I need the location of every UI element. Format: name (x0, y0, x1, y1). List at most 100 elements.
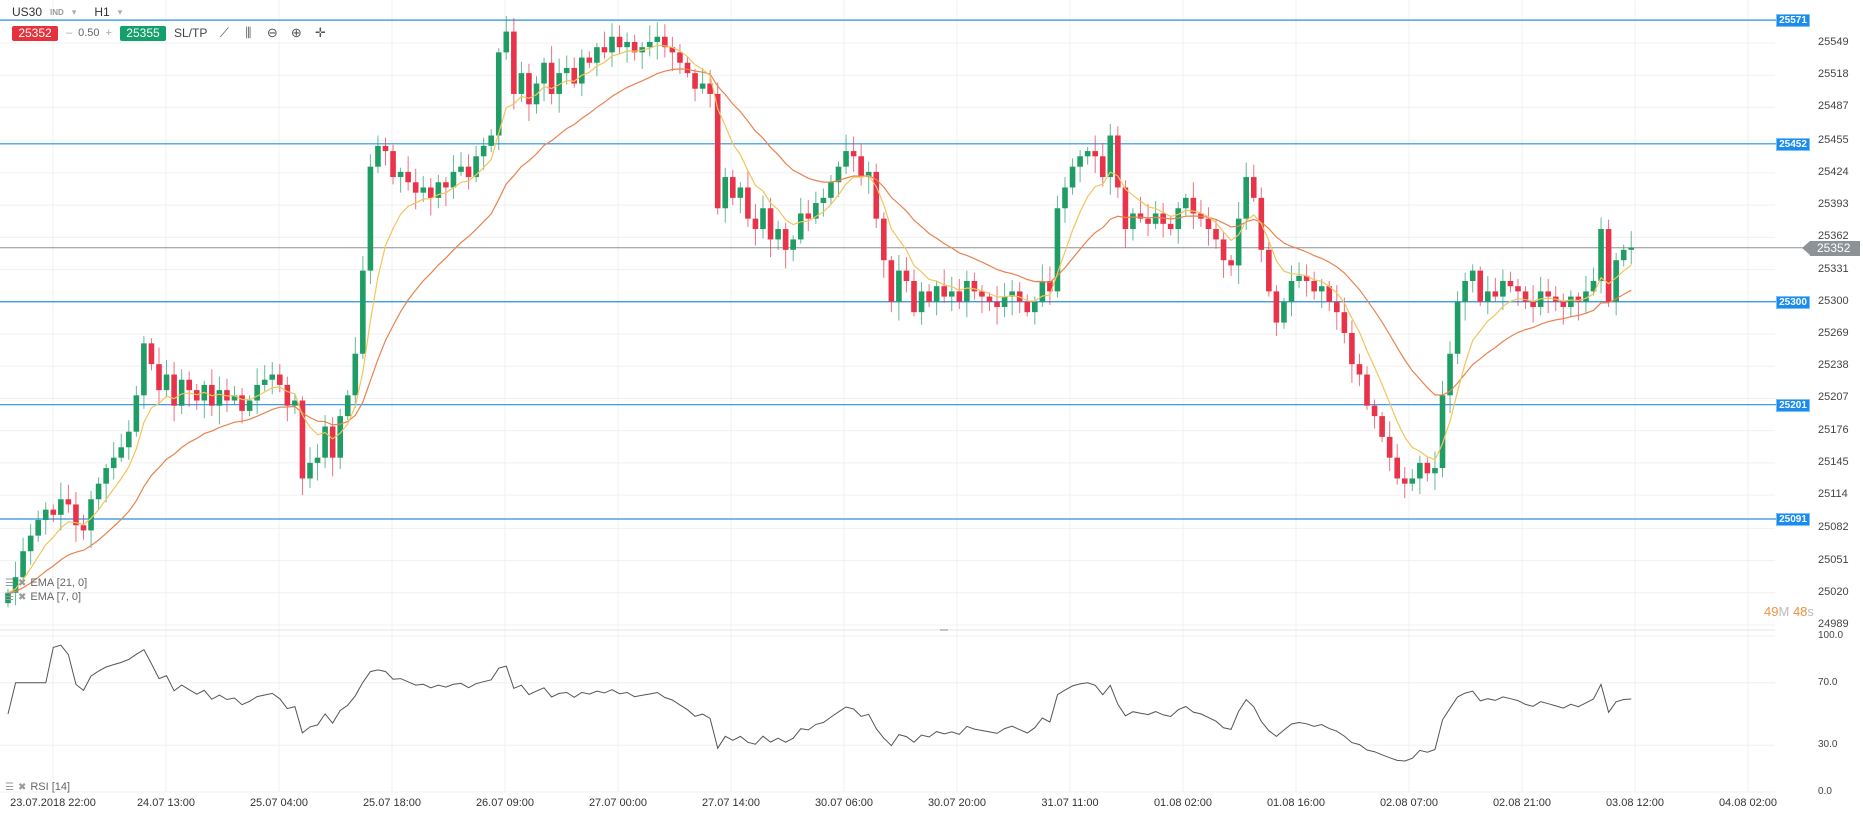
candle-body (745, 187, 751, 219)
candle (307, 447, 313, 488)
price-axis-label: 25362 (1818, 230, 1849, 243)
ema7-indicator-label[interactable]: ☰ ✖ EMA [7, 0] (5, 591, 82, 603)
candle (692, 68, 698, 102)
candle-body (261, 379, 268, 385)
candle (420, 176, 427, 203)
price-axis-label: 25176 (1818, 423, 1849, 436)
candle-body (337, 416, 343, 458)
candle (352, 337, 359, 408)
lot-increase-button[interactable]: + (105, 27, 112, 39)
candle (80, 514, 87, 540)
candle-body (1620, 249, 1627, 261)
candle (126, 420, 132, 460)
candles-icon[interactable]: ⫼ (245, 25, 252, 40)
close-icon[interactable]: ✖ (17, 591, 27, 603)
candle-body (911, 280, 917, 313)
candle (1228, 255, 1234, 276)
candle-body (964, 280, 970, 302)
close-icon[interactable]: ✖ (17, 781, 27, 793)
candle (1409, 469, 1416, 491)
candle (579, 49, 585, 97)
candle (896, 255, 902, 321)
candle-body (714, 93, 721, 209)
sell-button[interactable]: 25352 (12, 25, 58, 41)
buy-button[interactable]: 25355 (119, 25, 166, 41)
candle (344, 390, 351, 421)
symbol-name[interactable]: US30 (12, 5, 43, 19)
candle-body (277, 374, 283, 385)
candle (5, 588, 11, 608)
candle-body (601, 47, 608, 53)
candle-body (979, 291, 985, 297)
rsi-indicator-label[interactable]: ☰ ✖ RSI [14] (5, 781, 71, 793)
timeframe-select[interactable]: H1 (94, 5, 110, 19)
level-price-tag[interactable]: 25452 (1776, 137, 1810, 151)
candle (284, 376, 291, 422)
candle-body (1175, 208, 1182, 230)
candle-body (594, 47, 600, 63)
ema21-indicator-label[interactable]: ☰ ✖ EMA [21, 0] (5, 577, 88, 589)
candle (1107, 124, 1114, 195)
level-price-tag[interactable]: 25201 (1776, 398, 1810, 412)
candle (1590, 267, 1597, 296)
candle (1500, 269, 1506, 311)
candle-body (390, 151, 396, 178)
candle (239, 388, 245, 424)
candle (1130, 208, 1136, 241)
candle-body (126, 431, 132, 448)
level-price-tag[interactable]: 25091 (1776, 512, 1810, 526)
candle (1424, 457, 1431, 482)
candle-body (110, 457, 117, 469)
zoom-out-icon[interactable]: ⊖ (266, 25, 278, 40)
candle-body (1069, 166, 1076, 188)
chevron-down-icon[interactable]: ▾ (71, 6, 77, 17)
candle-body (526, 73, 532, 105)
candle (171, 362, 177, 422)
candle-body (27, 535, 34, 552)
lot-stepper[interactable]: – 0.50 + (58, 27, 120, 39)
menu-icon[interactable]: ☰ (5, 591, 14, 603)
candle (1220, 232, 1227, 278)
lot-decrease-button[interactable]: – (66, 27, 73, 39)
candle-body (646, 41, 653, 48)
candle (677, 44, 683, 75)
candle (1349, 320, 1355, 383)
candle-body (1349, 332, 1355, 365)
candle-body (941, 286, 947, 297)
chevron-down-icon[interactable]: ▾ (117, 6, 123, 17)
candle (994, 286, 1000, 325)
candle-body (1500, 280, 1506, 297)
candle (624, 32, 630, 63)
candle (42, 502, 49, 535)
line-chart-icon[interactable]: ⟋ (219, 25, 229, 40)
close-icon[interactable]: ✖ (17, 577, 27, 589)
candle-body (1613, 260, 1619, 302)
sltp-button[interactable]: SL/TP (173, 26, 208, 40)
level-price-tag[interactable]: 25300 (1776, 295, 1810, 309)
candle (556, 58, 562, 113)
zoom-in-icon[interactable]: ⊕ (290, 25, 302, 40)
candle (193, 383, 200, 410)
rsi-axis-label: 0.0 (1818, 786, 1832, 797)
ema21-line (7, 68, 1632, 594)
level-price-tag[interactable]: 25571 (1776, 14, 1810, 28)
time-axis-label: 30.07 20:00 (927, 797, 987, 809)
candle (797, 197, 804, 244)
candle (360, 256, 366, 359)
menu-icon[interactable]: ☰ (5, 781, 14, 793)
candle-body (1341, 312, 1348, 333)
candle (95, 477, 102, 510)
price-axis-label: 25145 (1818, 455, 1849, 468)
lot-input[interactable]: 0.50 (78, 27, 100, 39)
time-axis-label: 02.08 21:00 (1492, 797, 1552, 809)
candle (73, 491, 79, 542)
candle-body (1145, 218, 1151, 224)
candle-body (20, 551, 26, 578)
candle-body (1492, 291, 1499, 297)
candle (526, 63, 532, 121)
crosshair-icon[interactable]: ✛ (314, 25, 326, 40)
rsi-axis-label: 70.0 (1818, 676, 1838, 688)
candle (20, 537, 26, 583)
menu-icon[interactable]: ☰ (5, 577, 14, 589)
